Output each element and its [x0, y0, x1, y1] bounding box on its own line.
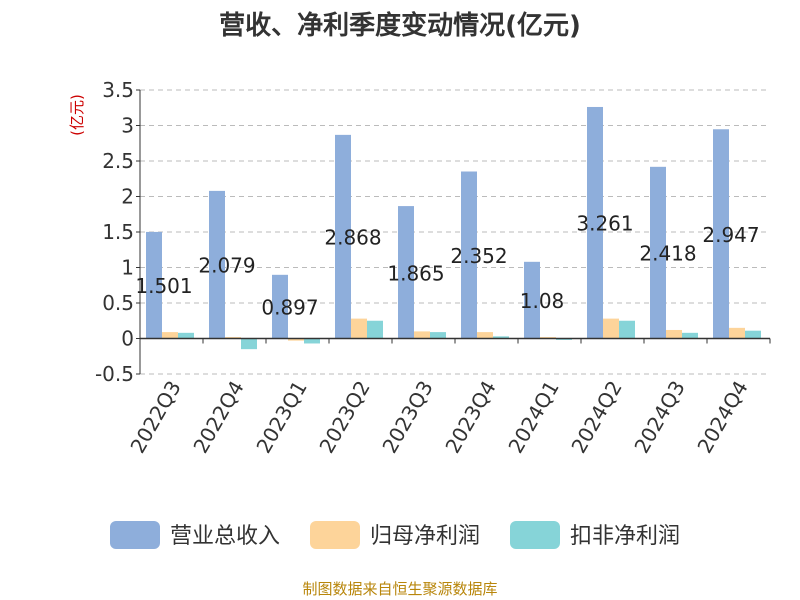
bar-revenue — [398, 206, 414, 339]
bar-net-profit — [666, 329, 682, 339]
legend-swatch — [510, 521, 560, 549]
bar-deducted-net-profit — [241, 338, 257, 350]
bar-revenue — [209, 190, 225, 339]
x-tick-label: 2023Q2 — [314, 377, 374, 458]
bar-revenue — [713, 129, 729, 339]
x-tick-label: 2023Q3 — [377, 377, 437, 458]
bar-deducted-net-profit — [304, 338, 320, 344]
bar-revenue — [461, 171, 477, 339]
bars — [146, 106, 761, 350]
data-label: 1.08 — [520, 289, 565, 313]
bar-net-profit — [414, 331, 430, 339]
data-label: 1.501 — [135, 274, 192, 298]
bar-revenue — [272, 274, 288, 339]
legend-swatch — [110, 521, 160, 549]
data-label: 2.947 — [702, 223, 759, 247]
bar-deducted-net-profit — [619, 320, 635, 339]
bar-net-profit — [603, 318, 619, 339]
data-label: 2.079 — [198, 254, 255, 278]
data-label: 3.261 — [576, 212, 633, 236]
bar-net-profit — [729, 327, 745, 339]
x-tick-label: 2023Q4 — [440, 377, 500, 458]
bar-net-profit — [351, 318, 367, 339]
bar-net-profit — [288, 338, 304, 341]
y-tick-label: 3 — [121, 114, 134, 138]
bar-deducted-net-profit — [745, 330, 761, 339]
legend-label: 营业总收入 — [170, 524, 280, 549]
bar-deducted-net-profit — [178, 332, 194, 339]
data-label: 2.418 — [639, 242, 696, 266]
y-tick-label: 1 — [121, 256, 134, 280]
bar-deducted-net-profit — [430, 332, 446, 339]
data-label: 2.868 — [324, 226, 381, 250]
y-tick-label: 0 — [121, 327, 134, 351]
legend: 营业总收入 归母净利润 扣非净利润 — [110, 521, 680, 549]
y-tick-label: 2.5 — [102, 149, 134, 173]
y-tick-label: 1.5 — [102, 220, 134, 244]
data-label: 2.352 — [450, 244, 507, 268]
bar-deducted-net-profit — [682, 332, 698, 339]
x-tick-label: 2023Q1 — [251, 377, 311, 458]
legend-swatch — [310, 521, 360, 549]
data-label: 0.897 — [261, 296, 318, 320]
bar-deducted-net-profit — [493, 336, 509, 339]
source-note: 制图数据来自恒生聚源数据库 — [302, 580, 497, 598]
bar-revenue — [335, 134, 351, 339]
y-tick-label: 0.5 — [102, 291, 134, 315]
bar-net-profit — [477, 332, 493, 339]
data-labels: 1.5012.0790.8972.8681.8652.3521.083.2612… — [135, 212, 759, 320]
bar-deducted-net-profit — [367, 320, 383, 339]
legend-label: 扣非净利润 — [570, 524, 680, 549]
bar-revenue — [650, 166, 666, 339]
y-axis-label: (亿元) — [68, 94, 86, 136]
bar-revenue — [524, 261, 540, 339]
y-tick-label: 2 — [121, 185, 134, 209]
x-tick-label: 2022Q3 — [125, 377, 185, 458]
bar-revenue — [146, 231, 162, 339]
bar-revenue — [587, 106, 603, 339]
legend-label: 归母净利润 — [370, 524, 480, 549]
x-tick-label: 2024Q1 — [503, 377, 563, 458]
x-tick-label: 2024Q2 — [566, 377, 626, 458]
bar-net-profit — [162, 332, 178, 339]
x-tick-label: 2024Q3 — [629, 377, 689, 458]
x-tick-label: 2022Q4 — [188, 377, 248, 458]
chart-title: 营收、净利季度变动情况(亿元) — [219, 10, 581, 41]
y-tick-label: 3.5 — [102, 78, 134, 102]
y-tick-label: -0.5 — [95, 362, 134, 386]
x-tick-label: 2024Q4 — [692, 377, 752, 458]
data-label: 1.865 — [387, 261, 444, 285]
